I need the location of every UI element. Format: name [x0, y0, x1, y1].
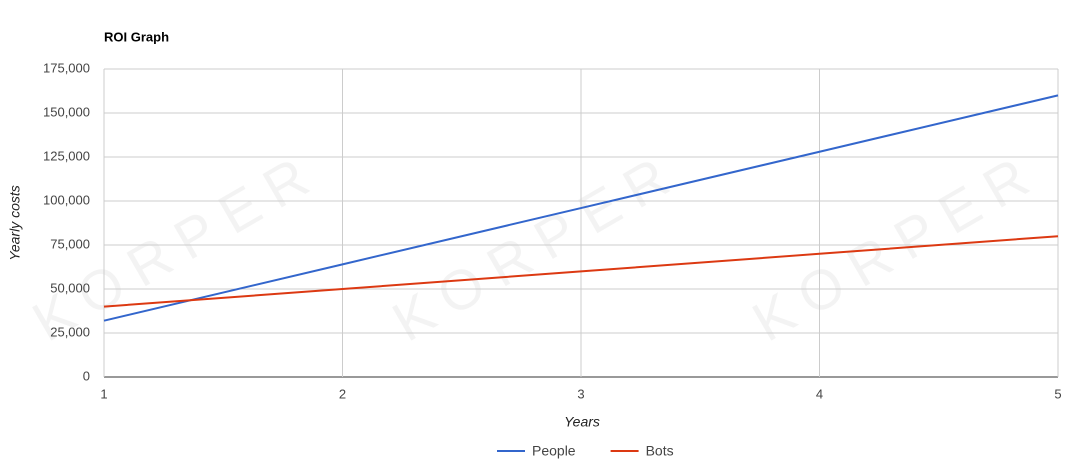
- line: [103, 235, 1059, 308]
- x-tick-label: 1: [100, 386, 107, 401]
- y-tick-label: 75,000: [50, 236, 90, 251]
- watermark: KORPER: [742, 138, 1051, 353]
- legend-label: Bots: [646, 443, 674, 459]
- watermark: KORPER: [382, 138, 691, 353]
- y-tick-label: 50,000: [50, 280, 90, 295]
- legend-label: People: [532, 443, 576, 459]
- x-tick-label: 5: [1054, 386, 1061, 401]
- y-tick-label: 150,000: [43, 104, 90, 119]
- y-tick-label: 175,000: [43, 60, 90, 75]
- x-tick-label: 2: [339, 386, 346, 401]
- x-axis-title: Years: [564, 414, 600, 430]
- y-tick-label: 125,000: [43, 148, 90, 163]
- line: [103, 94, 1059, 322]
- y-tick-label: 100,000: [43, 192, 90, 207]
- y-tick-label: 0: [83, 368, 90, 383]
- y-tick-label: 25,000: [50, 324, 90, 339]
- x-tick-label: 3: [577, 386, 584, 401]
- chart-title: ROI Graph: [104, 29, 169, 44]
- x-tick-label: 4: [816, 386, 823, 401]
- y-axis-title: Yearly costs: [7, 185, 23, 260]
